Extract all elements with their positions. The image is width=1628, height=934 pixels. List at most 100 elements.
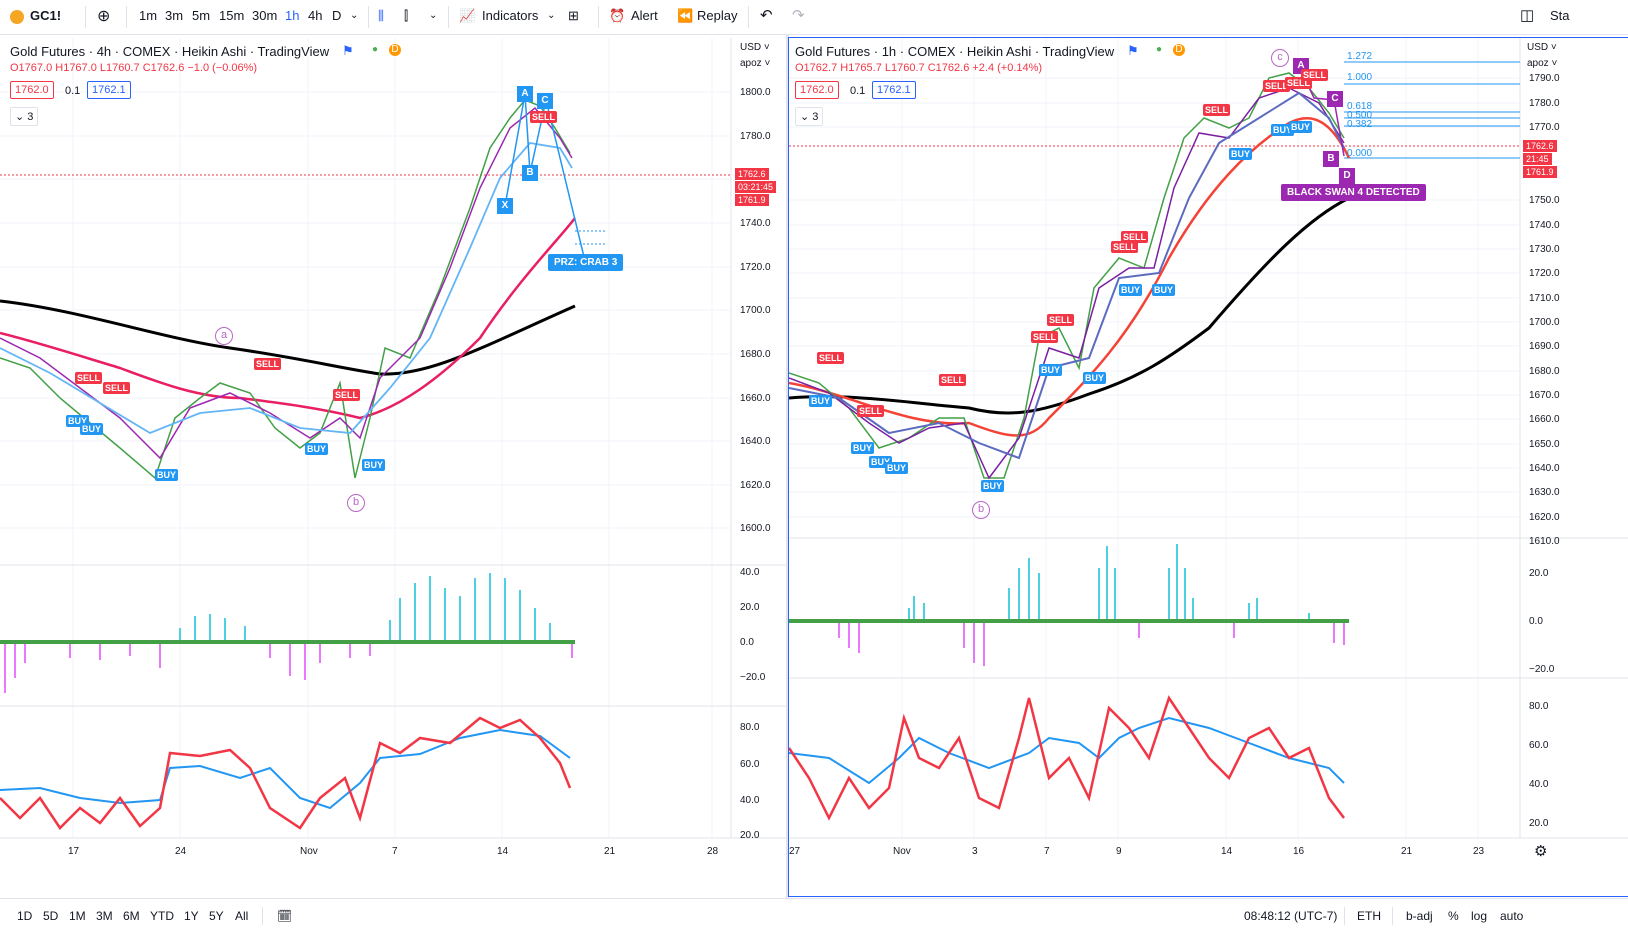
time-label: Nov <box>300 846 318 857</box>
adjust-toggle[interactable]: b-adj <box>1406 909 1433 923</box>
range-5d[interactable]: 5D <box>43 909 59 923</box>
indicators-icon[interactable]: 📈 <box>459 8 476 23</box>
indicator-toggle[interactable]: ⌄ 3 <box>795 107 824 126</box>
delayed-badge: D <box>1173 44 1185 56</box>
last-low-tag: 1761.9 <box>735 194 769 206</box>
undo-icon[interactable]: ↶ <box>760 7 773 24</box>
auto-toggle[interactable]: auto <box>1500 909 1524 923</box>
date-range-icon[interactable]: 🗓 <box>277 909 293 923</box>
replay-icon[interactable]: ⏪ <box>677 8 694 23</box>
chevron-down-icon[interactable]: ⌄ <box>547 10 556 21</box>
bar-style-icon[interactable]: ⫼ <box>378 8 384 23</box>
interval-30m[interactable]: 30m <box>252 8 278 23</box>
bid-price[interactable]: 1762.0 <box>10 81 54 99</box>
ask-price[interactable]: 1762.1 <box>872 81 916 99</box>
range-1y[interactable]: 1Y <box>184 909 199 923</box>
right-chart-pane[interactable]: Gold Futures · 1h · COMEX · Heikin Ashi … <box>788 37 1628 897</box>
interval-4h[interactable]: 4h <box>308 8 323 23</box>
buy-signal: BUY <box>155 469 179 481</box>
clock-time[interactable]: 08:48:12 (UTC-7) <box>1244 909 1338 923</box>
price-label: 1670.0 <box>1529 390 1560 401</box>
buy-signal: BUY <box>1119 284 1143 296</box>
interval-d[interactable]: D <box>332 8 342 23</box>
alarm-icon[interactable]: ⏰ <box>609 8 626 23</box>
percent-toggle[interactable]: % <box>1448 909 1459 923</box>
fib-level: 0.500 <box>1347 110 1373 121</box>
chart-title: Gold Futures · 1h · COMEX · Heikin Ashi … <box>795 44 1115 59</box>
interval-5m[interactable]: 5m <box>192 8 211 23</box>
interval-15m[interactable]: 15m <box>219 8 245 23</box>
range-all[interactable]: All <box>235 909 249 923</box>
price-label: 1790.0 <box>1529 73 1560 84</box>
add-symbol-icon[interactable]: ⊕ <box>97 8 111 25</box>
sell-signal: SELL <box>254 358 282 370</box>
sell-signal: SELL <box>333 389 361 401</box>
flag-icon[interactable]: ⚑ <box>342 43 354 58</box>
chevron-down-icon[interactable]: ⌄ <box>429 10 438 21</box>
script-selector[interactable]: apoz ˅ <box>1527 58 1558 69</box>
time-label: 23 <box>1473 846 1485 857</box>
buy-signal: BUY <box>1289 121 1313 133</box>
gear-icon[interactable]: ⚙ <box>1534 843 1548 860</box>
status-dot-icon: ● <box>372 44 379 55</box>
bid-price[interactable]: 1762.0 <box>795 81 839 99</box>
range-6m[interactable]: 6M <box>123 909 140 923</box>
indicator-toggle[interactable]: ⌄ 3 <box>10 107 39 126</box>
price-label: 1660.0 <box>1529 414 1560 425</box>
time-label: 14 <box>497 846 509 857</box>
range-5y[interactable]: 5Y <box>209 909 224 923</box>
price-label: 1620.0 <box>740 480 771 491</box>
replay-button[interactable]: Replay <box>697 8 738 23</box>
price-label: 1700.0 <box>740 305 771 316</box>
range-3m[interactable]: 3M <box>96 909 113 923</box>
rsi-label: 60.0 <box>740 759 760 770</box>
fib-level: 0.000 <box>1347 148 1373 159</box>
buy-signal: BUY <box>305 443 329 455</box>
alert-button[interactable]: Alert <box>631 8 658 23</box>
time-label: 28 <box>707 846 719 857</box>
interval-1h[interactable]: 1h <box>285 8 300 23</box>
layout-icon[interactable]: ◫ <box>1520 7 1535 24</box>
osc-label: 20.0 <box>1529 568 1549 579</box>
range-1m[interactable]: 1M <box>69 909 86 923</box>
price-label: 1700.0 <box>1529 317 1560 328</box>
interval-1m[interactable]: 1m <box>139 8 158 23</box>
session-toggle[interactable]: ETH <box>1357 909 1381 923</box>
sell-signal: SELL <box>857 405 885 417</box>
range-ytd[interactable]: YTD <box>150 909 174 923</box>
redo-icon[interactable]: ↷ <box>792 7 805 24</box>
trailing-label[interactable]: Sta <box>1550 8 1570 23</box>
pane-divider[interactable] <box>786 34 789 898</box>
script-selector[interactable]: apoz ˅ <box>740 58 771 69</box>
price-label: 1690.0 <box>1529 341 1560 352</box>
pattern-point-c: C <box>537 93 553 109</box>
buy-signal: BUY <box>1152 284 1176 296</box>
ohlc-values: O1767.0 H1767.0 L1760.7 C1762.6 −1.0 (−0… <box>10 62 258 74</box>
candle-style-icon[interactable]: ⫿ <box>404 8 409 23</box>
ask-price[interactable]: 1762.1 <box>87 81 131 99</box>
time-label: 7 <box>1044 846 1050 857</box>
countdown-tag: 03:21:45 <box>735 181 777 193</box>
pattern-point-b: B <box>1323 151 1339 167</box>
time-label: 21 <box>1401 846 1413 857</box>
pattern-point-a: A <box>517 86 533 102</box>
currency-selector[interactable]: USD ˅ <box>1527 42 1557 53</box>
interval-3m[interactable]: 3m <box>165 8 184 23</box>
chevron-down-icon[interactable]: ⌄ <box>350 10 359 21</box>
chart-title: Gold Futures · 4h · COMEX · Heikin Ashi … <box>10 44 330 59</box>
symbol-icon[interactable] <box>10 8 24 24</box>
flag-icon[interactable]: ⚑ <box>1127 43 1139 58</box>
templates-icon[interactable]: ⊞ <box>568 8 579 23</box>
log-toggle[interactable]: log <box>1471 909 1488 923</box>
indicators-button[interactable]: Indicators <box>482 8 539 23</box>
price-label: 1630.0 <box>1529 487 1560 498</box>
delayed-badge: D <box>389 44 401 56</box>
price-label: 1780.0 <box>740 131 771 142</box>
sell-signal: SELL <box>1121 231 1149 243</box>
range-1d[interactable]: 1D <box>17 909 33 923</box>
currency-selector[interactable]: USD ˅ <box>740 42 770 53</box>
buy-signal: BUY <box>851 442 875 454</box>
symbol-search[interactable]: GC1! <box>30 8 62 23</box>
time-label: 24 <box>175 846 187 857</box>
left-chart-pane[interactable]: Gold Futures · 4h · COMEX · Heikin Ashi … <box>0 38 786 896</box>
